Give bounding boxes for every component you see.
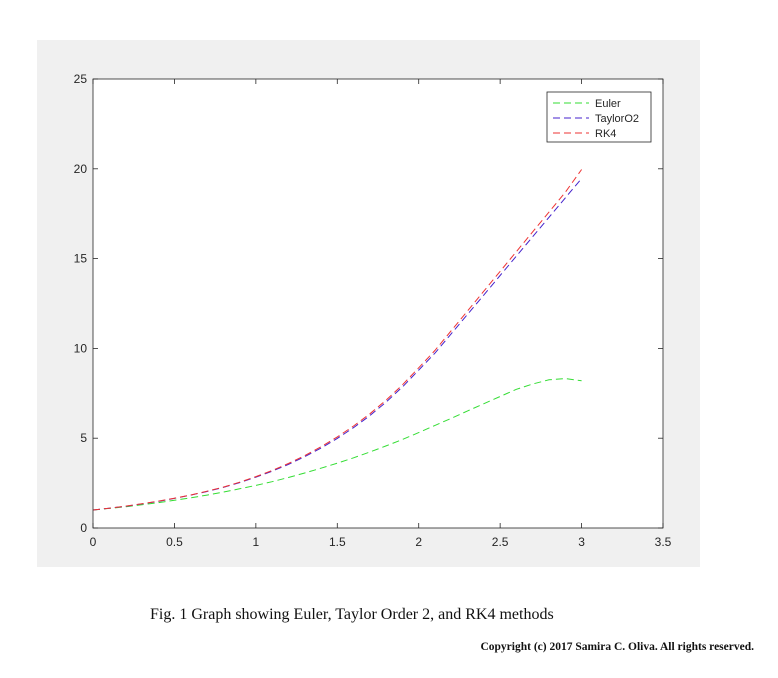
y-tick-label: 10 xyxy=(74,341,88,355)
x-tick-label: 1.5 xyxy=(329,535,346,549)
plot-frame xyxy=(92,78,664,529)
y-tick-label: 20 xyxy=(74,162,88,176)
x-tick-label: 0 xyxy=(90,535,97,549)
x-axis: 0 0.5 1 1.5 2 2.5 3 3.5 xyxy=(90,79,672,549)
figure-panel: 0 0.5 1 1.5 2 2.5 3 3.5 0 5 10 15 20 25 Euler TaylorO… xyxy=(37,40,700,567)
x-tick-label: 3.5 xyxy=(655,535,672,549)
legend-entry: RK4 xyxy=(595,128,616,140)
legend[interactable]: Euler TaylorO2 RK4 xyxy=(546,91,652,143)
plot-area xyxy=(93,79,663,528)
legend-entry: Euler xyxy=(595,98,621,110)
y-tick-label: 25 xyxy=(74,72,88,86)
x-tick-label: 2 xyxy=(415,535,422,549)
series-layer xyxy=(92,169,583,511)
series-line-euler xyxy=(92,378,582,511)
line-chart: 0 0.5 1 1.5 2 2.5 3 3.5 0 5 10 15 20 25 Euler TaylorO… xyxy=(74,72,672,549)
legend-entry: TaylorO2 xyxy=(595,113,639,125)
x-tick-label: 3 xyxy=(578,535,585,549)
y-tick-label: 15 xyxy=(74,252,88,266)
x-tick-label: 1 xyxy=(253,535,260,549)
y-tick-label: 0 xyxy=(80,521,87,535)
x-tick-label: 2.5 xyxy=(492,535,509,549)
y-tick-label: 5 xyxy=(80,431,87,445)
series-line-rk4 xyxy=(92,169,583,511)
x-tick-label: 0.5 xyxy=(166,535,183,549)
figure-caption: Fig. 1 Graph showing Euler, Taylor Order… xyxy=(150,606,554,623)
copyright-notice: Copyright (c) 2017 Samira C. Oliva. All … xyxy=(480,641,754,653)
y-axis: 0 5 10 15 20 25 xyxy=(74,72,663,535)
legend-box xyxy=(546,91,652,143)
